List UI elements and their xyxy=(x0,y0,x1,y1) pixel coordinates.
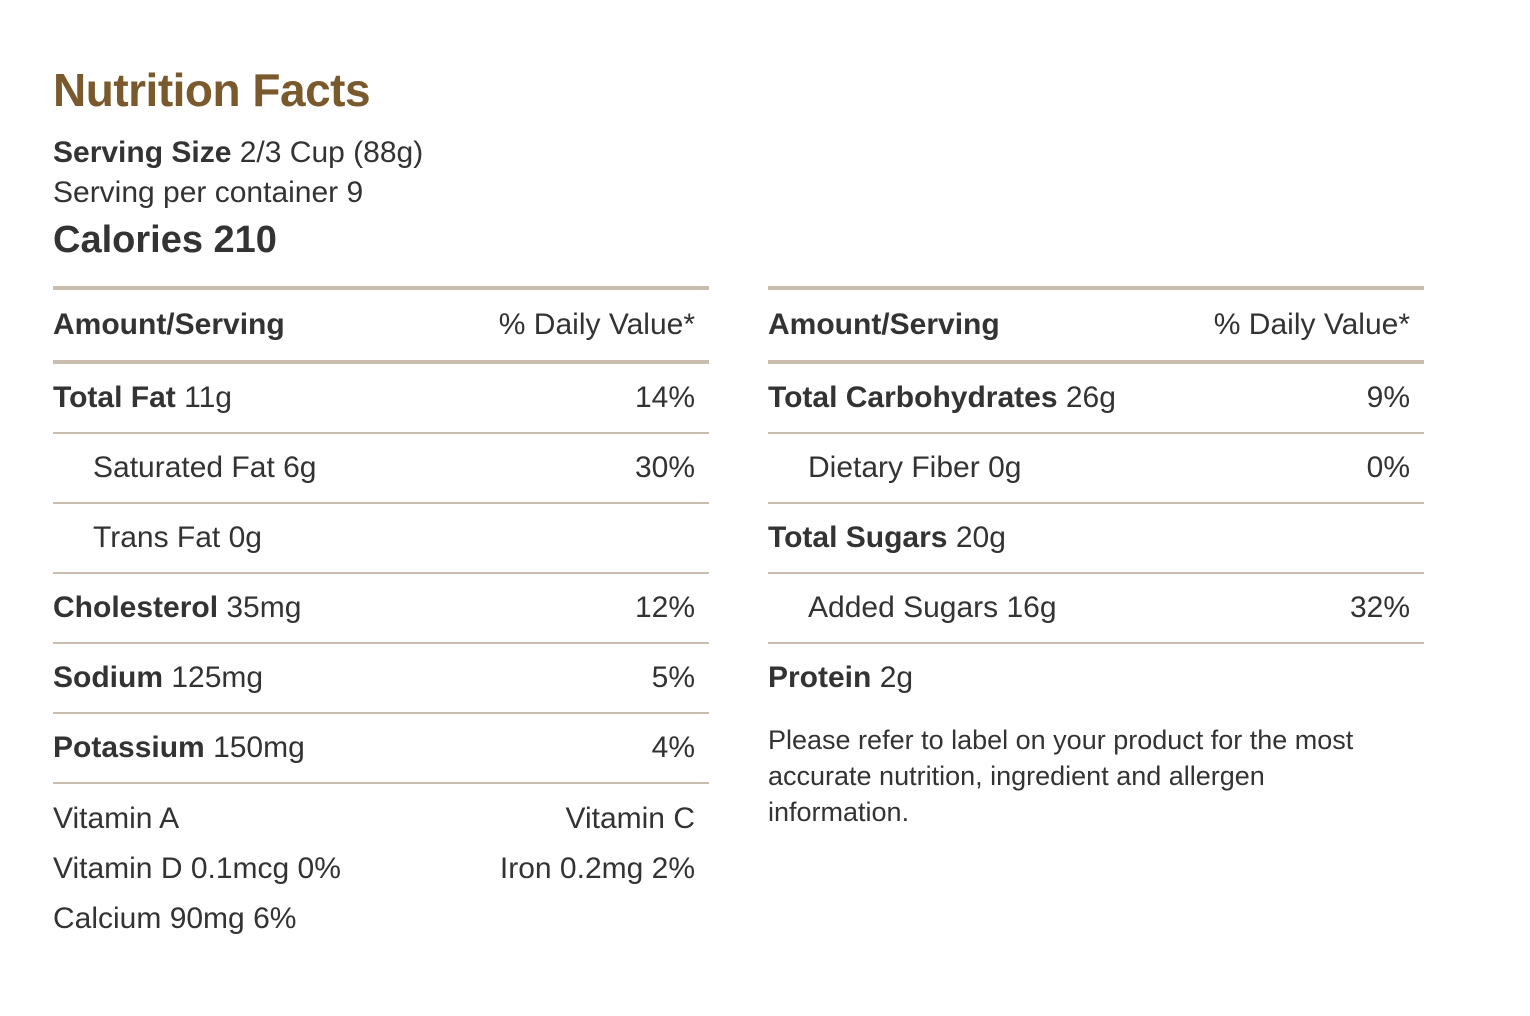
disclaimer-text: Please refer to label on your product fo… xyxy=(768,725,1354,827)
nutrient-dv: 30% xyxy=(634,451,695,484)
nutrient-name: Total Fat xyxy=(53,381,176,414)
nutrient-amount: 20g xyxy=(955,521,1006,554)
nutrient-row-total-sugars: Total Sugars 20g xyxy=(768,504,1424,574)
nutrient-name: Added Sugars xyxy=(808,591,999,624)
serving-size: Serving Size 2/3 Cup (88g) xyxy=(53,134,423,172)
top-rule xyxy=(768,286,1424,290)
calcium: Calcium 90mg 6% xyxy=(53,902,297,935)
nutrient-name: Sodium xyxy=(53,661,163,694)
nutrient-row-total-fat: Total Fat 11g 14% xyxy=(53,364,709,434)
nutrition-table-right: Amount/Serving % Daily Value* Total Carb… xyxy=(768,286,1424,830)
vitamin-line: Calcium 90mg 6% xyxy=(53,894,695,944)
nutrient-name: Potassium xyxy=(53,731,205,764)
nutrient-amount: 125mg xyxy=(171,661,264,694)
nutrient-amount: 2g xyxy=(879,661,914,694)
amount-per-serving-header: Amount/Serving xyxy=(53,308,285,341)
nutrient-row-trans-fat: Trans Fat 0g xyxy=(53,504,709,574)
nutrient-amount: 6g xyxy=(283,451,317,484)
nutrient-dv: 12% xyxy=(634,591,695,624)
nutrient-dv: 4% xyxy=(651,731,695,764)
nutrient-dv: 32% xyxy=(1349,591,1410,624)
nutrient-row-potassium: Potassium 150mg 4% xyxy=(53,714,709,784)
daily-value-header: % Daily Value* xyxy=(1213,308,1410,341)
nutrient-row-protein: Protein 2g xyxy=(768,644,1424,712)
nutrient-name: Saturated Fat xyxy=(93,451,275,484)
vitamins-section: Vitamin A Vitamin C Vitamin D 0.1mcg 0% … xyxy=(53,784,709,944)
nutrient-dv: 5% xyxy=(651,661,695,694)
table-header: Amount/Serving % Daily Value* xyxy=(768,290,1424,364)
table-header: Amount/Serving % Daily Value* xyxy=(53,290,709,364)
nutrient-name: Cholesterol xyxy=(53,591,219,624)
nutrient-dv: 0% xyxy=(1366,451,1410,484)
nutrient-row-dietary-fiber: Dietary Fiber 0g 0% xyxy=(768,434,1424,504)
vitamin-a: Vitamin A xyxy=(53,802,180,835)
nutrient-amount: 11g xyxy=(184,381,232,414)
iron: Iron 0.2mg 2% xyxy=(499,852,695,885)
vitamin-line: Vitamin A Vitamin C xyxy=(53,794,695,844)
nutrient-name: Dietary Fiber xyxy=(808,451,980,484)
nutrient-row-cholesterol: Cholesterol 35mg 12% xyxy=(53,574,709,644)
nutrient-name: Total Carbohydrates xyxy=(768,381,1058,414)
page-title: Nutrition Facts xyxy=(53,64,371,116)
nutrient-dv: 9% xyxy=(1366,381,1410,414)
nutrient-dv: 14% xyxy=(634,381,695,414)
nutrient-row-sodium: Sodium 125mg 5% xyxy=(53,644,709,714)
vitamin-d: Vitamin D 0.1mcg 0% xyxy=(53,852,341,885)
nutrient-name: Trans Fat xyxy=(93,521,221,554)
vitamin-c: Vitamin C xyxy=(565,802,696,835)
nutrition-table-left: Amount/Serving % Daily Value* Total Fat … xyxy=(53,286,709,944)
serving-size-label: Serving Size xyxy=(53,136,232,169)
nutrient-amount: 0g xyxy=(228,521,262,554)
nutrient-amount: 16g xyxy=(1006,591,1057,624)
nutrient-amount: 0g xyxy=(988,451,1022,484)
nutrient-name: Total Sugars xyxy=(768,521,948,554)
nutrient-row-saturated-fat: Saturated Fat 6g 30% xyxy=(53,434,709,504)
nutrient-name: Protein xyxy=(768,661,872,694)
nutrient-row-total-carbohydrates: Total Carbohydrates 26g 9% xyxy=(768,364,1424,434)
amount-per-serving-header: Amount/Serving xyxy=(768,308,1000,341)
nutrient-amount: 35mg xyxy=(226,591,302,624)
serving-size-value: 2/3 Cup (88g) xyxy=(239,136,424,169)
servings-per-container: Serving per container 9 xyxy=(53,176,364,209)
nutrient-amount: 26g xyxy=(1065,381,1116,414)
daily-value-header: % Daily Value* xyxy=(498,308,695,341)
nutrient-amount: 150mg xyxy=(213,731,305,764)
nutrient-row-added-sugars: Added Sugars 16g 32% xyxy=(768,574,1424,644)
calories: Calories 210 xyxy=(53,219,277,261)
top-rule xyxy=(53,286,709,290)
vitamin-line: Vitamin D 0.1mcg 0% Iron 0.2mg 2% xyxy=(53,844,695,894)
